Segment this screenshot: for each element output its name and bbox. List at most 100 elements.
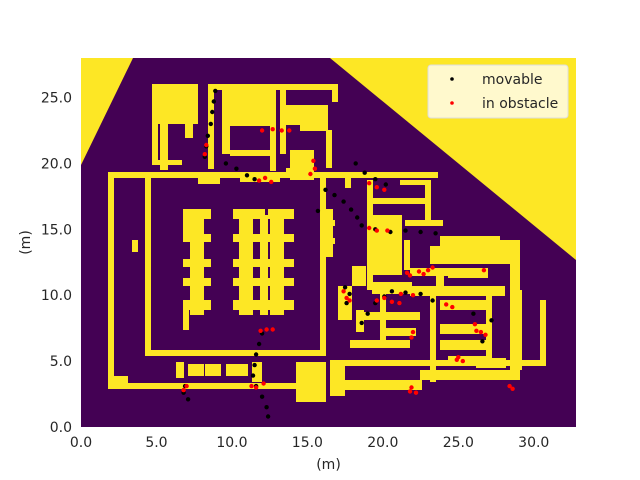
obstacle-block (367, 180, 373, 290)
obstacle-block (325, 209, 333, 257)
in-obstacle-point (261, 381, 266, 386)
obstacle-block (430, 246, 520, 264)
in-obstacle-point (256, 178, 262, 183)
obstacle-block (332, 84, 338, 102)
in-obstacle-point (270, 327, 275, 332)
obstacle-block (345, 176, 351, 188)
obstacle-block (462, 240, 497, 248)
movable-point (480, 339, 485, 344)
legend-marker-in-obstacle (450, 101, 454, 105)
movable-point (341, 199, 346, 204)
obstacle-block (270, 126, 276, 171)
in-obstacle-point (367, 225, 372, 231)
movable-point (344, 300, 349, 306)
obstacle-block (252, 362, 262, 382)
in-obstacle-point (385, 228, 390, 233)
obstacle-block (516, 290, 522, 370)
in-obstacle-point (341, 289, 346, 294)
in-obstacle-point (409, 335, 414, 340)
obstacle-block (183, 209, 211, 219)
obstacle-block (226, 364, 248, 376)
in-obstacle-point (347, 298, 352, 303)
in-obstacle-point (374, 228, 379, 233)
movable-point (418, 229, 423, 235)
legend-box (427, 64, 569, 119)
in-obstacle-point (410, 293, 416, 298)
obstacle-block (190, 215, 204, 315)
in-obstacle-point (398, 291, 404, 297)
in-obstacle-point (444, 302, 449, 307)
movable-point (471, 311, 476, 316)
obstacle-block (205, 364, 221, 376)
y-axis-label: (m) (18, 230, 34, 255)
movable-point (355, 215, 360, 220)
movable-point (348, 207, 354, 212)
in-obstacle-point (382, 187, 387, 192)
x-tick-label: 10.0 (216, 435, 247, 451)
obstacle-block (208, 84, 214, 169)
obstacle-block (356, 310, 364, 332)
obstacle-block (500, 240, 520, 260)
in-obstacle-point (269, 179, 274, 185)
in-obstacle-point (409, 385, 414, 390)
legend-label-movable: movable (482, 72, 542, 88)
legend-label-in-obstacle: in obstacle (482, 96, 558, 112)
obstacle-block (325, 238, 335, 244)
obstacle-block (360, 312, 420, 320)
obstacle-block (404, 240, 410, 270)
in-obstacle-point (279, 128, 284, 133)
obstacle-block (185, 120, 193, 138)
obstacle-block (400, 180, 430, 185)
movable-point (418, 291, 423, 297)
obstacle-block (230, 150, 275, 156)
movable-point (244, 173, 250, 178)
in-obstacle-point (184, 383, 189, 389)
in-obstacle-point (450, 304, 455, 310)
in-obstacle-point (308, 171, 313, 177)
obstacle-block (152, 84, 158, 164)
in-obstacle-point (478, 329, 484, 335)
movable-point (323, 187, 328, 192)
in-obstacle-point (416, 269, 422, 274)
obstacle-block (342, 380, 422, 390)
in-obstacle-point (181, 387, 186, 393)
in-obstacle-point (454, 357, 459, 362)
movable-point (250, 373, 256, 378)
obstacle-block (183, 300, 189, 330)
in-obstacle-point (421, 271, 426, 277)
obstacle-block (108, 172, 438, 178)
y-tick-label: 20.0 (41, 156, 72, 172)
obstacle-block (176, 362, 184, 378)
legend: movable in obstacle (427, 64, 569, 119)
obstacle-block (325, 220, 335, 226)
movable-point (211, 99, 216, 104)
obstacle-block (198, 176, 220, 184)
movable-point (433, 231, 438, 236)
movable-point (213, 88, 218, 94)
scatter-marks (181, 88, 515, 419)
y-tick-label: 10.0 (41, 288, 72, 304)
obstacle-block (425, 180, 431, 220)
obstacle-block (380, 328, 416, 336)
x-tick-label: 15.0 (292, 435, 323, 451)
obstacle-block (270, 215, 284, 315)
movable-point (208, 121, 213, 127)
obstacle-block (239, 215, 253, 315)
movable-point (223, 161, 229, 166)
obstacle-block (214, 84, 334, 90)
obstacle-block (286, 168, 314, 176)
obstacle-block (510, 260, 520, 380)
movable-point (365, 311, 370, 316)
movable-point (359, 223, 364, 228)
obstacle-block (540, 300, 546, 366)
in-obstacle-point (344, 295, 349, 301)
obstacle-block (280, 84, 286, 154)
movable-point (389, 289, 395, 294)
obstacle-block (476, 358, 506, 368)
in-obstacle-point (204, 142, 209, 148)
in-obstacle-point (382, 295, 387, 301)
movable-point (342, 285, 348, 290)
movable-point (383, 182, 388, 187)
obstacle-block (108, 383, 323, 389)
